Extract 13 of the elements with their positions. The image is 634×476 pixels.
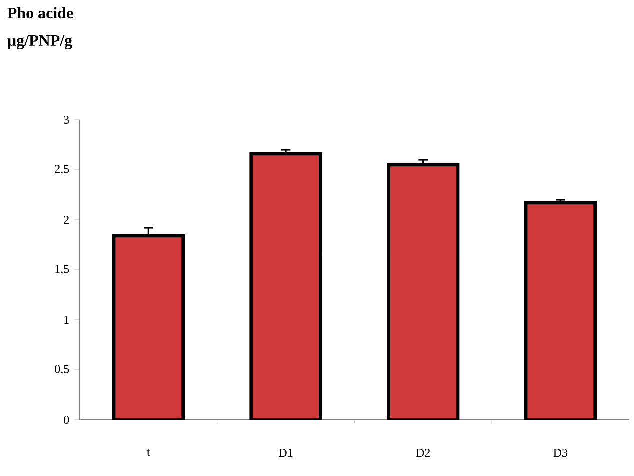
y-tick-label: 1,5 xyxy=(56,265,70,275)
y-tick-label: 1 xyxy=(64,316,69,324)
x-tick-label: t xyxy=(147,449,150,456)
y-tick-label: 0,5 xyxy=(55,365,70,375)
y-tick-label: 2 xyxy=(64,216,69,224)
x-tick-label: D1 xyxy=(279,449,293,458)
y-tick-label: 2,5 xyxy=(55,165,70,175)
x-tick-label: D3 xyxy=(554,449,568,458)
y-tick-label: 0 xyxy=(64,416,70,424)
x-tick-label: D2 xyxy=(416,449,430,458)
chart-title: Pho acide xyxy=(8,7,74,19)
y-axis-title: µg/PNP/g xyxy=(8,35,72,50)
y-tick-label: 3 xyxy=(64,116,70,124)
